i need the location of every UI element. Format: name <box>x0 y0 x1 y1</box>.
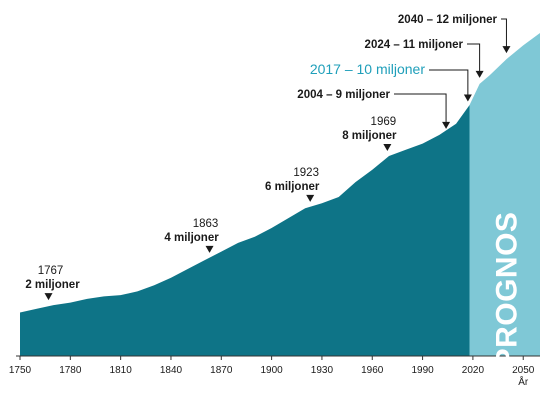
annotation-arrow <box>205 245 214 253</box>
annotation-year: 1863 <box>193 218 219 230</box>
annotations: 2 miljoner 1767 4 miljoner 1863 6 miljoner 19… <box>25 14 511 301</box>
x-tick-label: 2050 <box>512 365 535 376</box>
annotation-year: 1969 <box>371 116 397 128</box>
forecast-area <box>469 33 540 356</box>
annotation-leader-line <box>501 18 507 48</box>
annotation-label: 2040 – 12 miljoner <box>398 14 498 26</box>
annotation-leader-line <box>394 93 447 123</box>
x-tick-label: 1900 <box>260 365 283 376</box>
x-tick-label: 1990 <box>411 365 434 376</box>
x-axis-unit-label: År <box>518 375 529 388</box>
x-tick-label: 1780 <box>59 365 82 376</box>
x-axis-ticks: 1750 1780 1810 1840 1870 1900 1930 1960 1990 2020… <box>9 356 535 376</box>
x-tick-label: 1960 <box>361 365 384 376</box>
historical-area <box>20 105 470 356</box>
annotation-value: 2 miljoner <box>25 279 80 291</box>
annotation-arrow <box>463 94 472 102</box>
x-tick-label: 1930 <box>311 365 334 376</box>
annotation-year: 1923 <box>293 167 319 179</box>
annotation-leader-line <box>429 69 469 96</box>
annotation-arrow <box>306 194 315 202</box>
annotation-arrow <box>383 143 392 151</box>
x-tick-label: 1840 <box>160 365 183 376</box>
annotation-label: 2024 – 11 miljoner <box>365 39 464 51</box>
annotation-arrow <box>475 70 484 78</box>
annotation-arrow <box>442 121 451 129</box>
annotation-value: 4 miljoner <box>164 232 219 244</box>
annotation-arrow <box>502 46 511 54</box>
annotation-label: 2017 – 10 miljoner <box>310 61 426 77</box>
forecast-label: PROGNOS <box>490 212 523 369</box>
annotation-value: 8 miljoner <box>342 130 397 142</box>
annotation-leader-line <box>467 43 481 72</box>
annotation-arrow <box>44 293 53 301</box>
annotation-value: 6 miljoner <box>265 181 320 193</box>
x-tick-label: 1870 <box>210 365 233 376</box>
annotation-year: 1767 <box>38 265 64 277</box>
annotation-label: 2004 – 9 miljoner <box>297 89 390 101</box>
x-tick-label: 1810 <box>110 365 133 376</box>
x-tick-label: 2020 <box>462 365 485 376</box>
x-tick-label: 1750 <box>9 365 32 376</box>
